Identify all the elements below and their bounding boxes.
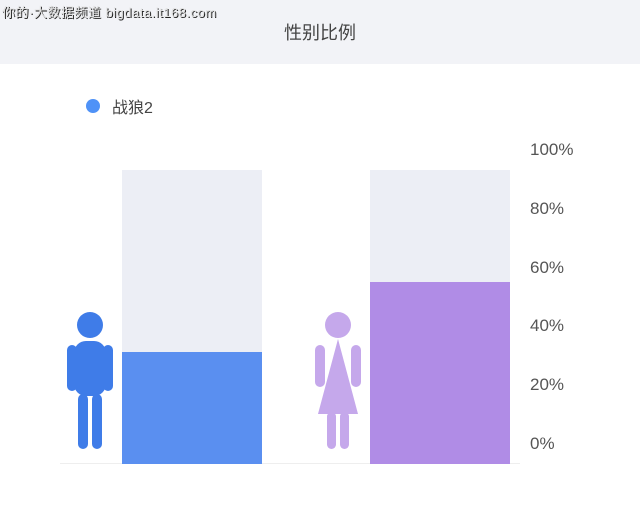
chart-area: 0%20%40%60%80%100% xyxy=(0,170,640,500)
female-figure-icon xyxy=(308,309,368,464)
bar-male xyxy=(122,170,262,464)
axis-tick: 80% xyxy=(530,199,610,219)
axis-tick: 100% xyxy=(530,140,610,160)
bar-fill-female xyxy=(370,282,510,464)
legend: 战狼2 xyxy=(86,94,640,118)
male-figure-icon xyxy=(60,309,120,464)
axis-tick: 60% xyxy=(530,258,610,278)
chart-title: 性别比例 xyxy=(284,19,356,45)
axis-tick: 40% xyxy=(530,316,610,336)
bar-female xyxy=(370,170,510,464)
axis-tick: 20% xyxy=(530,375,610,395)
chart-header: 性别比例 xyxy=(0,0,640,64)
legend-dot xyxy=(86,99,100,113)
legend-label: 战狼2 xyxy=(112,94,153,118)
axis-tick: 0% xyxy=(530,434,610,454)
bar-fill-male xyxy=(122,352,262,464)
